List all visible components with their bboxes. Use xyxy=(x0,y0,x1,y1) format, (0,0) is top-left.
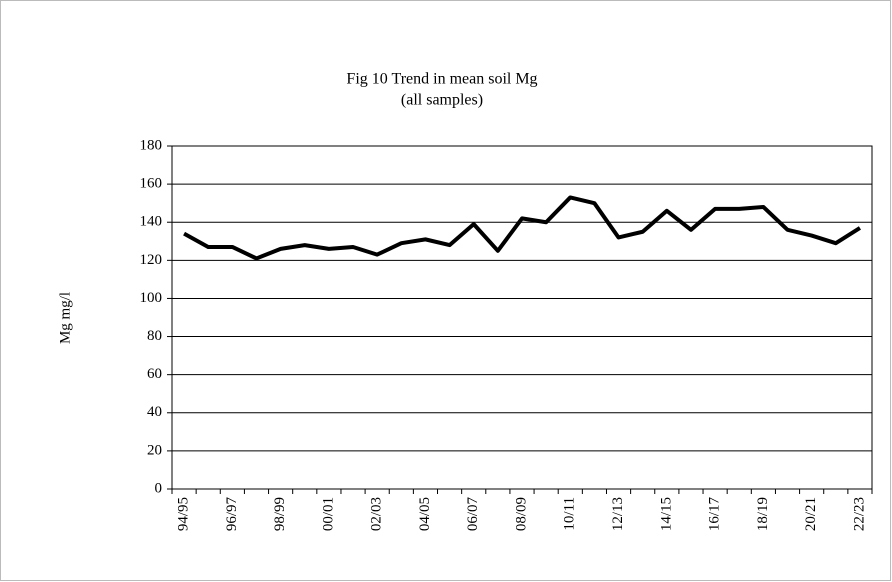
y-tick-label: 80 xyxy=(147,328,162,344)
chart-subtitle: (all samples) xyxy=(401,92,483,109)
y-tick-label: 40 xyxy=(147,404,162,420)
x-tick-label: 14/15 xyxy=(658,497,674,531)
chart-title: Fig 10 Trend in mean soil Mg xyxy=(346,71,537,88)
x-tick-label: 12/13 xyxy=(610,497,626,531)
x-tick-label: 20/21 xyxy=(803,497,819,531)
x-tick-label: 18/19 xyxy=(755,497,771,531)
y-tick-label: 20 xyxy=(147,442,162,458)
x-tick-label: 06/07 xyxy=(465,497,481,532)
x-tick-label: 98/99 xyxy=(272,497,288,531)
y-tick-label: 160 xyxy=(140,176,163,192)
x-tick-label: 02/03 xyxy=(369,497,385,531)
plot-area xyxy=(171,145,873,490)
x-tick-label: 96/97 xyxy=(224,497,240,532)
y-tick-label: 60 xyxy=(147,366,162,382)
series-line xyxy=(183,195,861,261)
x-tick-label: 00/01 xyxy=(320,497,336,531)
x-tick-label: 08/09 xyxy=(513,497,529,531)
x-tick-label: 04/05 xyxy=(417,497,433,531)
y-tick-label: 100 xyxy=(140,290,163,306)
y-axis-label: Mg mg/l xyxy=(57,292,73,344)
y-tick-label: 140 xyxy=(140,214,163,230)
x-tick-label: 94/95 xyxy=(176,497,192,531)
x-tick-label: 16/17 xyxy=(707,497,723,532)
x-tick-label: 10/11 xyxy=(562,497,578,531)
y-tick-label: 180 xyxy=(140,137,163,153)
y-tick-label: 120 xyxy=(140,252,163,268)
y-tick-label: 0 xyxy=(155,480,163,496)
x-tick-label: 22/23 xyxy=(851,497,867,531)
